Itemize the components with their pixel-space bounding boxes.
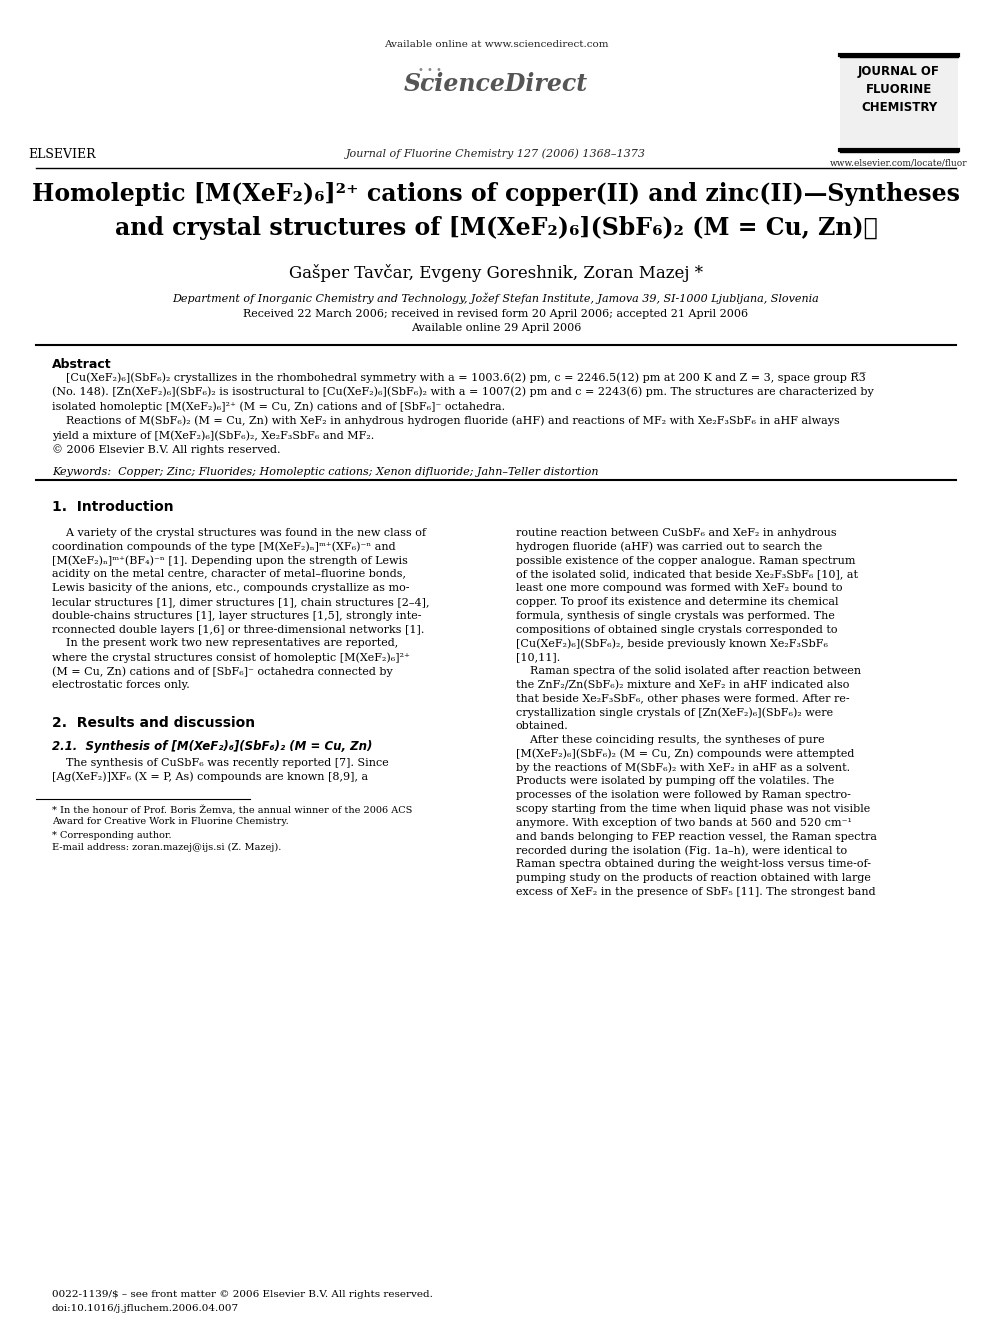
Text: processes of the isolation were followed by Raman spectro-: processes of the isolation were followed…: [516, 790, 851, 800]
Text: coordination compounds of the type [M(XeF₂)ₙ]ᵐ⁺(XF₆)⁻ⁿ and: coordination compounds of the type [M(Xe…: [52, 542, 396, 553]
Text: isolated homoleptic [M(XeF₂)₆]²⁺ (M = Cu, Zn) cations and of [SbF₆]⁻ octahedra.: isolated homoleptic [M(XeF₂)₆]²⁺ (M = Cu…: [52, 401, 505, 411]
Text: ELSEVIER: ELSEVIER: [28, 148, 96, 161]
Text: Department of Inorganic Chemistry and Technology, Jožef Stefan Institute, Jamova: Department of Inorganic Chemistry and Te…: [173, 292, 819, 304]
Text: www.elsevier.com/locate/fluor: www.elsevier.com/locate/fluor: [830, 157, 968, 167]
Text: Available online at www.sciencedirect.com: Available online at www.sciencedirect.co…: [384, 40, 608, 49]
Text: and bands belonging to FEP reaction vessel, the Raman spectra: and bands belonging to FEP reaction vess…: [516, 832, 877, 841]
Text: (M = Cu, Zn) cations and of [SbF₆]⁻ octahedra connected by: (M = Cu, Zn) cations and of [SbF₆]⁻ octa…: [52, 665, 393, 676]
Text: [M(XeF₂)₆](SbF₆)₂ (M = Cu, Zn) compounds were attempted: [M(XeF₂)₆](SbF₆)₂ (M = Cu, Zn) compounds…: [516, 749, 854, 759]
Text: anymore. With exception of two bands at 560 and 520 cm⁻¹: anymore. With exception of two bands at …: [516, 818, 852, 828]
Text: 0022-1139/$ – see front matter © 2006 Elsevier B.V. All rights reserved.: 0022-1139/$ – see front matter © 2006 El…: [52, 1290, 433, 1299]
Text: by the reactions of M(SbF₆)₂ with XeF₂ in aHF as a solvent.: by the reactions of M(SbF₆)₂ with XeF₂ i…: [516, 762, 850, 773]
Text: * Corresponding author.: * Corresponding author.: [52, 831, 172, 840]
Text: • • •
•  •: • • • • •: [418, 65, 442, 85]
Text: Received 22 March 2006; received in revised form 20 April 2006; accepted 21 Apri: Received 22 March 2006; received in revi…: [243, 310, 749, 319]
Text: that beside Xe₂F₃SbF₆, other phases were formed. After re-: that beside Xe₂F₃SbF₆, other phases were…: [516, 693, 849, 704]
Text: rconnected double layers [1,6] or three-dimensional networks [1].: rconnected double layers [1,6] or three-…: [52, 624, 425, 635]
Text: electrostatic forces only.: electrostatic forces only.: [52, 680, 189, 689]
Text: Raman spectra of the solid isolated after reaction between: Raman spectra of the solid isolated afte…: [516, 665, 861, 676]
Text: doi:10.1016/j.jfluchem.2006.04.007: doi:10.1016/j.jfluchem.2006.04.007: [52, 1304, 239, 1312]
Text: least one more compound was formed with XeF₂ bound to: least one more compound was formed with …: [516, 583, 842, 593]
Text: (No. 148). [Zn(XeF₂)₆](SbF₆)₂ is isostructural to [Cu(XeF₂)₆](SbF₆)₂ with a = 10: (No. 148). [Zn(XeF₂)₆](SbF₆)₂ is isostru…: [52, 386, 874, 397]
Text: yield a mixture of [M(XeF₂)₆](SbF₆)₂, Xe₂F₃SbF₆ and MF₂.: yield a mixture of [M(XeF₂)₆](SbF₆)₂, Xe…: [52, 430, 374, 441]
Text: and crystal structures of [M(XeF₂)₆](SbF₆)₂ (M = Cu, Zn)☆: and crystal structures of [M(XeF₂)₆](SbF…: [115, 216, 877, 239]
Text: copper. To proof its existence and determine its chemical: copper. To proof its existence and deter…: [516, 597, 838, 607]
Text: the ZnF₂/Zn(SbF₆)₂ mixture and XeF₂ in aHF indicated also: the ZnF₂/Zn(SbF₆)₂ mixture and XeF₂ in a…: [516, 680, 849, 691]
Text: © 2006 Elsevier B.V. All rights reserved.: © 2006 Elsevier B.V. All rights reserved…: [52, 445, 281, 455]
Text: 1.  Introduction: 1. Introduction: [52, 500, 174, 515]
Text: compositions of obtained single crystals corresponded to: compositions of obtained single crystals…: [516, 624, 837, 635]
Text: [10,11].: [10,11].: [516, 652, 560, 663]
Text: [Ag(XeF₂)]XF₆ (X = P, As) compounds are known [8,9], a: [Ag(XeF₂)]XF₆ (X = P, As) compounds are …: [52, 771, 368, 782]
Text: possible existence of the copper analogue. Raman spectrum: possible existence of the copper analogu…: [516, 556, 855, 566]
Text: 2.1.  Synthesis of [M(XeF₂)₆](SbF₆)₂ (M = Cu, Zn): 2.1. Synthesis of [M(XeF₂)₆](SbF₆)₂ (M =…: [52, 740, 372, 753]
Text: recorded during the isolation (Fig. 1a–h), were identical to: recorded during the isolation (Fig. 1a–h…: [516, 845, 847, 856]
Text: A variety of the crystal structures was found in the new class of: A variety of the crystal structures was …: [52, 528, 426, 538]
Text: Lewis basicity of the anions, etc., compounds crystallize as mo-: Lewis basicity of the anions, etc., comp…: [52, 583, 410, 593]
Text: Gašper Tavčar, Evgeny Goreshnik, Zoran Mazej *: Gašper Tavčar, Evgeny Goreshnik, Zoran M…: [289, 265, 703, 282]
Text: crystallization single crystals of [Zn(XeF₂)₆](SbF₆)₂ were: crystallization single crystals of [Zn(X…: [516, 708, 833, 718]
Text: E-mail address: zoran.mazej@ijs.si (Z. Mazej).: E-mail address: zoran.mazej@ijs.si (Z. M…: [52, 843, 282, 852]
Text: ScienceDirect: ScienceDirect: [404, 71, 588, 97]
Text: hydrogen fluoride (aHF) was carried out to search the: hydrogen fluoride (aHF) was carried out …: [516, 542, 822, 553]
Text: Award for Creative Work in Fluorine Chemistry.: Award for Creative Work in Fluorine Chem…: [52, 818, 289, 826]
Text: JOURNAL OF
FLUORINE
CHEMISTRY: JOURNAL OF FLUORINE CHEMISTRY: [858, 65, 940, 114]
Text: Raman spectra obtained during the weight-loss versus time-of-: Raman spectra obtained during the weight…: [516, 859, 871, 869]
Text: Abstract: Abstract: [52, 359, 112, 370]
Text: * In the honour of Prof. Boris Žemva, the annual winner of the 2006 ACS: * In the honour of Prof. Boris Žemva, th…: [52, 806, 413, 815]
Text: where the crystal structures consist of homoleptic [M(XeF₂)₆]²⁺: where the crystal structures consist of …: [52, 652, 410, 663]
Text: pumping study on the products of reaction obtained with large: pumping study on the products of reactio…: [516, 873, 871, 882]
Text: of the isolated solid, indicated that beside Xe₂F₃SbF₆ [10], at: of the isolated solid, indicated that be…: [516, 569, 858, 579]
Text: obtained.: obtained.: [516, 721, 568, 732]
Text: acidity on the metal centre, character of metal–fluorine bonds,: acidity on the metal centre, character o…: [52, 569, 406, 579]
Text: lecular structures [1], dimer structures [1], chain structures [2–4],: lecular structures [1], dimer structures…: [52, 597, 430, 607]
Text: Homoleptic [M(XeF₂)₆]²⁺ cations of copper(II) and zinc(II)—Syntheses: Homoleptic [M(XeF₂)₆]²⁺ cations of coppe…: [32, 183, 960, 206]
Text: Available online 29 April 2006: Available online 29 April 2006: [411, 323, 581, 333]
Text: Reactions of M(SbF₆)₂ (M = Cu, Zn) with XeF₂ in anhydrous hydrogen fluoride (aHF: Reactions of M(SbF₆)₂ (M = Cu, Zn) with …: [52, 415, 840, 426]
Text: 2.  Results and discussion: 2. Results and discussion: [52, 716, 255, 729]
Text: [Cu(XeF₂)₆](SbF₆)₂, beside previously known Xe₂F₃SbF₆: [Cu(XeF₂)₆](SbF₆)₂, beside previously kn…: [516, 639, 828, 650]
Text: The synthesis of CuSbF₆ was recently reported [7]. Since: The synthesis of CuSbF₆ was recently rep…: [52, 758, 389, 767]
Bar: [840, 56, 958, 149]
Text: [M(XeF₂)ₙ]ᵐ⁺(BF₄)⁻ⁿ [1]. Depending upon the strength of Lewis: [M(XeF₂)ₙ]ᵐ⁺(BF₄)⁻ⁿ [1]. Depending upon …: [52, 556, 408, 566]
Text: double-chains structures [1], layer structures [1,5], strongly inte-: double-chains structures [1], layer stru…: [52, 611, 422, 620]
Text: Keywords:  Copper; Zinc; Fluorides; Homoleptic cations; Xenon difluoride; Jahn–T: Keywords: Copper; Zinc; Fluorides; Homol…: [52, 467, 598, 478]
Text: routine reaction between CuSbF₆ and XeF₂ in anhydrous: routine reaction between CuSbF₆ and XeF₂…: [516, 528, 836, 538]
Text: Journal of Fluorine Chemistry 127 (2006) 1368–1373: Journal of Fluorine Chemistry 127 (2006)…: [346, 148, 646, 159]
Text: formula, synthesis of single crystals was performed. The: formula, synthesis of single crystals wa…: [516, 611, 835, 620]
Text: After these coinciding results, the syntheses of pure: After these coinciding results, the synt…: [516, 736, 824, 745]
Text: Products were isolated by pumping off the volatiles. The: Products were isolated by pumping off th…: [516, 777, 834, 786]
Text: In the present work two new representatives are reported,: In the present work two new representati…: [52, 639, 398, 648]
Text: excess of XeF₂ in the presence of SbF₅ [11]. The strongest band: excess of XeF₂ in the presence of SbF₅ […: [516, 886, 876, 897]
Text: scopy starting from the time when liquid phase was not visible: scopy starting from the time when liquid…: [516, 804, 870, 814]
Text: [Cu(XeF₂)₆](SbF₆)₂ crystallizes in the rhombohedral symmetry with a = 1003.6(2) : [Cu(XeF₂)₆](SbF₆)₂ crystallizes in the r…: [52, 372, 866, 382]
